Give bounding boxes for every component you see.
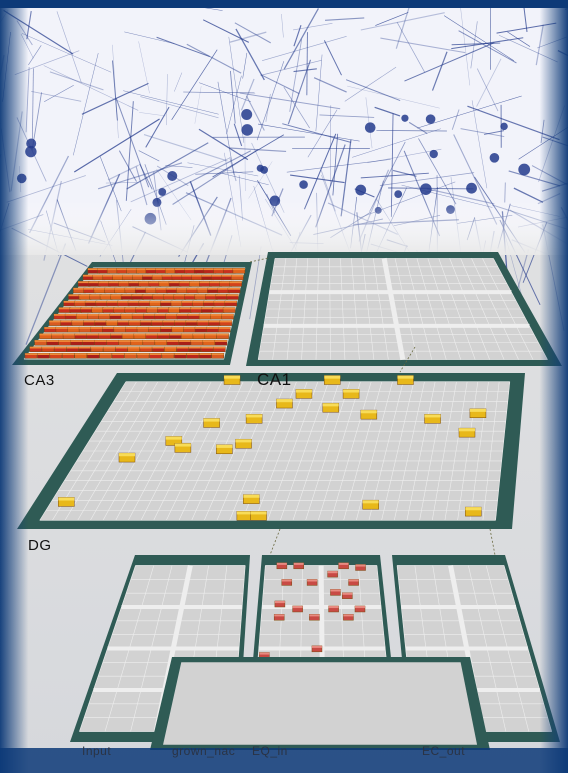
- eq-in-label: EQ_in: [252, 744, 288, 758]
- ec-out-label: EC_out: [422, 744, 466, 758]
- frame-bottom: [0, 748, 568, 773]
- dg-label: DG: [28, 537, 52, 554]
- grown-nac-label: grown_nac: [172, 744, 236, 758]
- input-label: Input: [82, 744, 112, 758]
- ca3-label: CA3: [24, 372, 55, 389]
- ca1-label: CA1: [257, 370, 292, 389]
- frame-top: [0, 0, 568, 8]
